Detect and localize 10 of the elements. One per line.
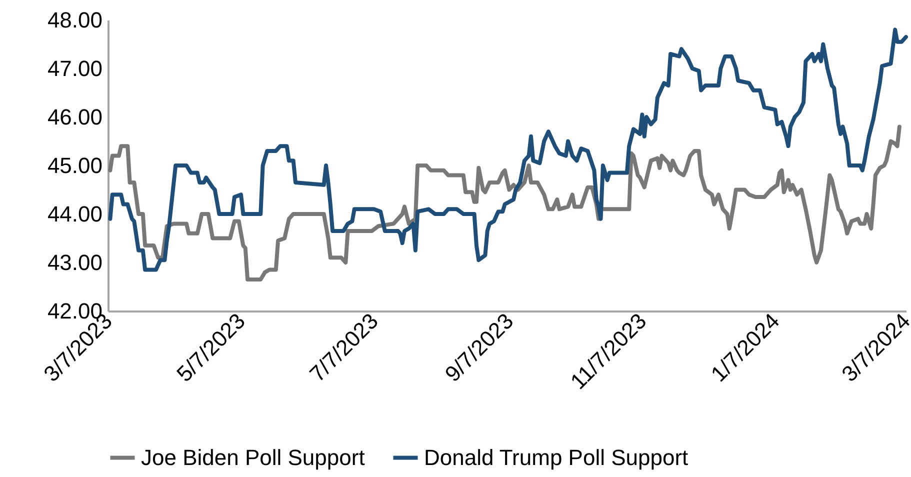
y-tick-label: 46.00 [47, 104, 102, 130]
y-tick-label: 48.00 [47, 8, 102, 32]
y-tick-label: 43.00 [47, 250, 102, 275]
line-series [108, 124, 902, 282]
y-tick-label: 47.00 [47, 56, 102, 81]
legend-label: Donald Trump Poll Support [424, 444, 688, 470]
line-series [108, 28, 908, 272]
y-tick-label: 44.00 [47, 202, 102, 226]
y-tick-label: 45.00 [47, 153, 102, 178]
legend-label: Joe Biden Poll Support [141, 444, 365, 470]
